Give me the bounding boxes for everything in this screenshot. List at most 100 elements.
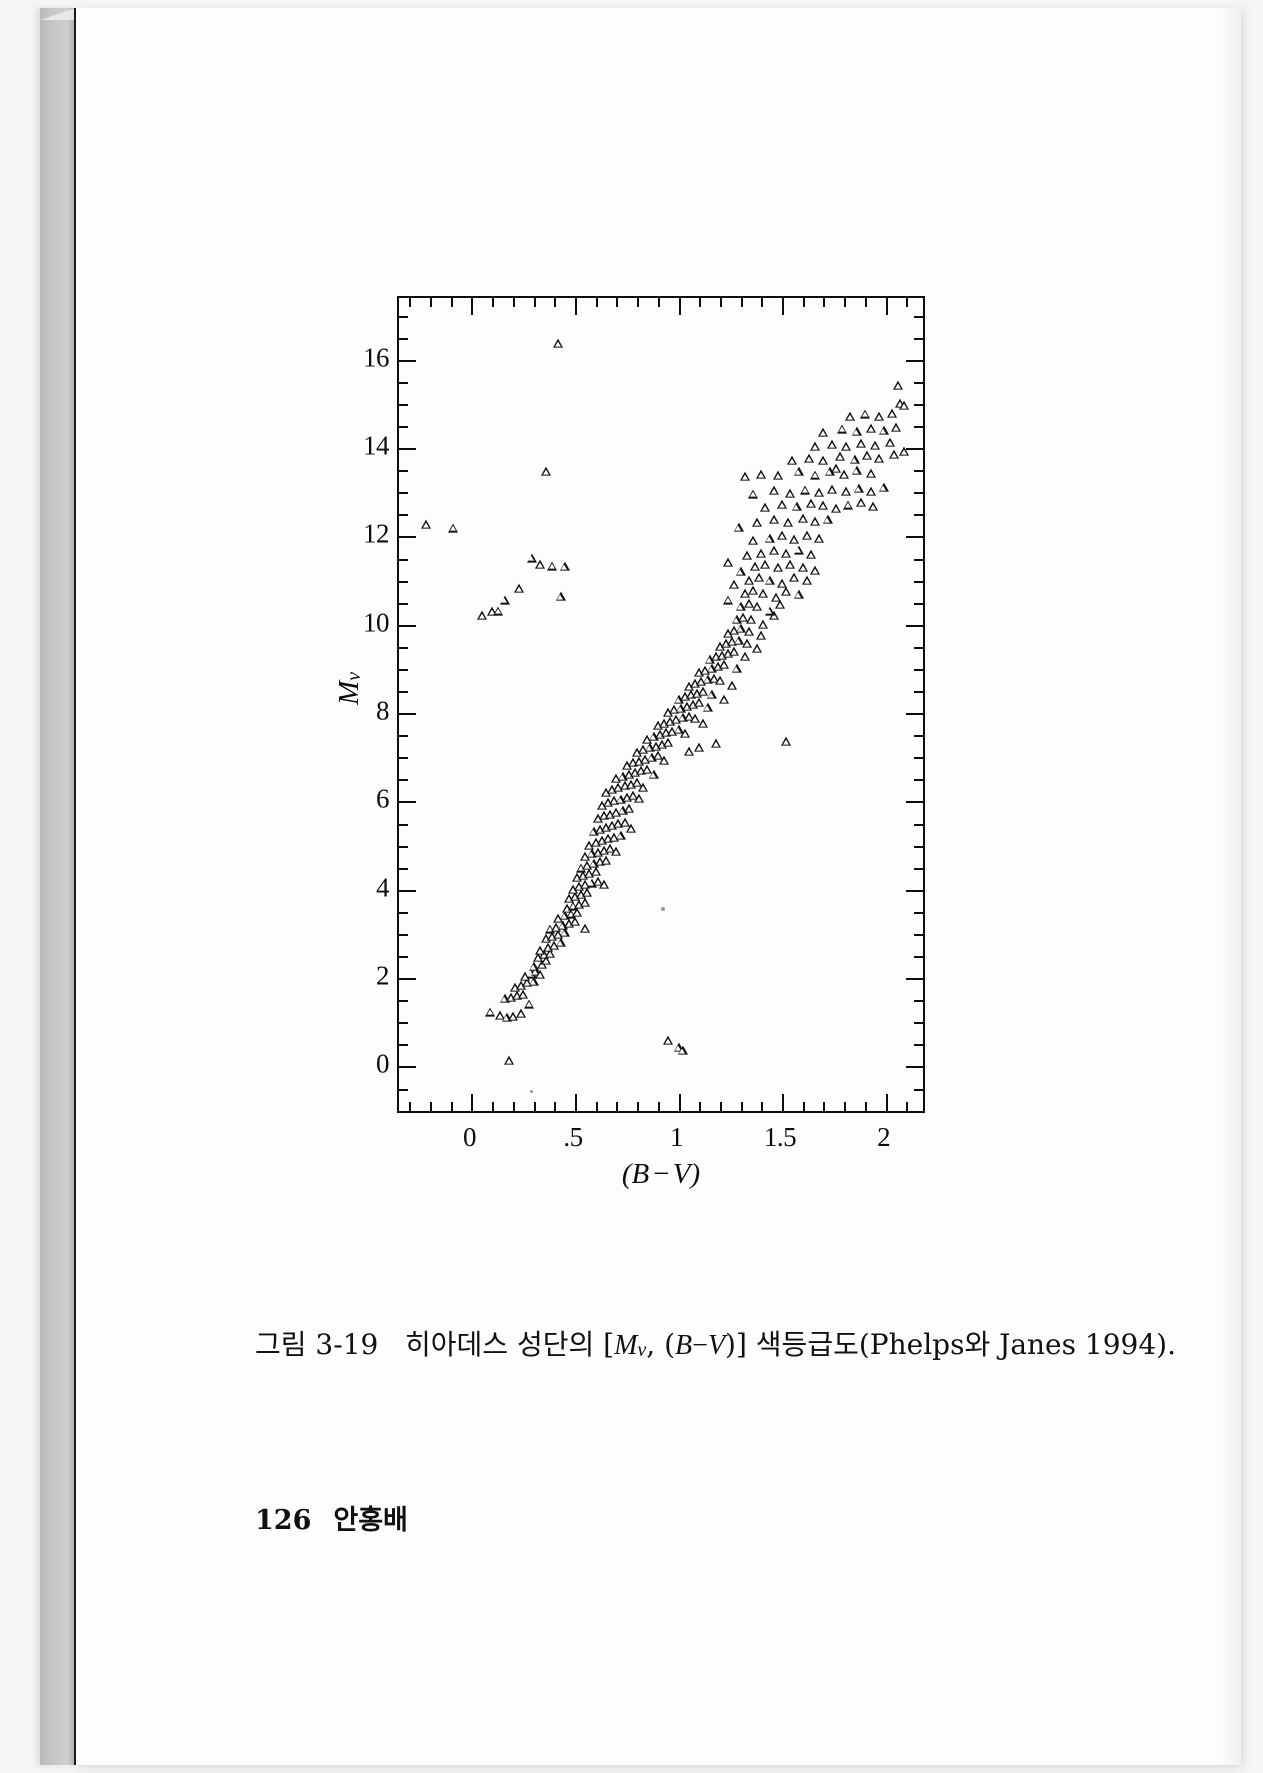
data-point-marker [818, 455, 829, 465]
data-point-marker [613, 782, 624, 792]
x-axis-minor-tick-top [409, 298, 412, 307]
y-axis-minor-tick-right [914, 823, 923, 826]
x-axis-minor-tick [844, 1102, 847, 1111]
data-point-marker [663, 707, 674, 717]
data-point-marker [694, 698, 705, 708]
y-axis-minor-tick [399, 470, 408, 473]
data-point-marker [615, 794, 626, 804]
x-axis-major-tick-top [678, 298, 681, 315]
data-point-marker [572, 872, 583, 882]
data-point-marker [874, 411, 885, 421]
x-axis-minor-tick-top [864, 298, 867, 307]
data-point-marker [750, 561, 761, 571]
data-point-marker [855, 438, 866, 448]
x-axis-major-tick [575, 1094, 577, 1111]
data-point-marker [888, 449, 899, 459]
x-axis-minor-tick [554, 1102, 557, 1111]
y-axis-minor-tick-right [914, 580, 923, 583]
data-point-marker [733, 522, 744, 532]
data-point-marker [603, 797, 614, 807]
data-point-marker [799, 485, 810, 495]
data-point-marker [476, 610, 487, 620]
y-axis-minor-tick [399, 558, 408, 561]
x-axis-tick-label: .5 [563, 1122, 583, 1152]
y-axis-minor-tick-right [914, 845, 923, 848]
data-point-marker [746, 614, 756, 624]
data-point-marker [781, 736, 792, 746]
data-point-marker [582, 860, 593, 870]
data-point-marker [826, 439, 837, 449]
data-point-marker [673, 694, 684, 704]
data-point-marker [654, 729, 665, 739]
data-point-marker [893, 380, 903, 390]
data-point-marker [787, 455, 798, 465]
data-point-marker [789, 573, 800, 583]
data-point-marker [739, 652, 750, 662]
data-point-marker [723, 628, 734, 638]
y-axis-minor-tick-right [914, 1110, 923, 1113]
x-axis-minor-tick-top [616, 298, 619, 307]
page-number: 126 [255, 1505, 312, 1536]
y-axis-minor-tick-right [914, 933, 923, 936]
x-axis-minor-tick-top [844, 298, 847, 307]
x-axis-minor-tick-top [823, 298, 826, 307]
data-point-marker [752, 517, 763, 527]
data-point-marker [514, 584, 525, 594]
data-point-marker [851, 465, 862, 475]
data-point-marker [512, 990, 523, 1000]
data-point-marker [729, 579, 740, 589]
data-point-marker [777, 499, 788, 509]
y-axis-major-tick [399, 359, 416, 362]
data-point-marker [611, 807, 622, 817]
data-point-marker [737, 612, 748, 622]
data-point-marker [601, 787, 612, 797]
data-point-marker [801, 575, 812, 585]
data-point-marker [739, 471, 750, 481]
x-axis-major-tick [471, 1094, 474, 1111]
data-point-marker [878, 425, 889, 435]
data-point-marker [702, 702, 713, 712]
data-point-marker [830, 463, 841, 473]
data-point-marker [756, 469, 767, 479]
data-point-marker [729, 646, 740, 656]
data-point-marker [627, 790, 638, 800]
y-axis-symbol: M [333, 680, 365, 705]
x-axis-major-tick-top [782, 298, 785, 315]
data-point-marker [855, 497, 866, 507]
data-point-marker [731, 663, 742, 673]
data-point-marker [520, 971, 531, 981]
data-point-marker [503, 1055, 514, 1065]
y-axis-minor-tick [399, 1110, 408, 1113]
caption-figure-label: 그림 3-19 [255, 1328, 379, 1361]
data-point-marker [743, 575, 754, 585]
x-axis-minor-tick-top [430, 298, 433, 307]
data-point-marker [723, 557, 734, 567]
y-axis-major-tick-right [906, 801, 923, 804]
y-axis-minor-tick [399, 580, 408, 583]
data-point-marker [613, 819, 624, 829]
data-point-marker [607, 820, 618, 830]
data-point-marker [594, 824, 605, 834]
data-point-marker [632, 747, 643, 757]
data-point-marker [764, 606, 775, 616]
data-point-marker [636, 766, 647, 776]
y-axis-major-tick-right [906, 713, 923, 716]
data-point-marker [493, 606, 504, 616]
data-point-marker [516, 980, 527, 990]
data-point-marker [818, 427, 829, 437]
data-point-marker [526, 553, 537, 563]
data-point-marker [878, 482, 889, 492]
data-point-marker [814, 487, 825, 497]
y-axis-minor-tick-right [914, 646, 923, 649]
y-axis-tick-label: 4 [376, 872, 390, 903]
data-point-marker [859, 409, 870, 419]
data-point-marker [696, 676, 707, 686]
data-point-marker [677, 713, 688, 723]
data-point-marker [541, 955, 551, 965]
data-point-marker [719, 660, 730, 670]
data-point-marker [758, 588, 769, 598]
data-point-marker [777, 578, 788, 588]
data-point-marker [594, 856, 605, 866]
y-axis-minor-tick [399, 956, 408, 959]
data-point-marker [567, 901, 578, 911]
